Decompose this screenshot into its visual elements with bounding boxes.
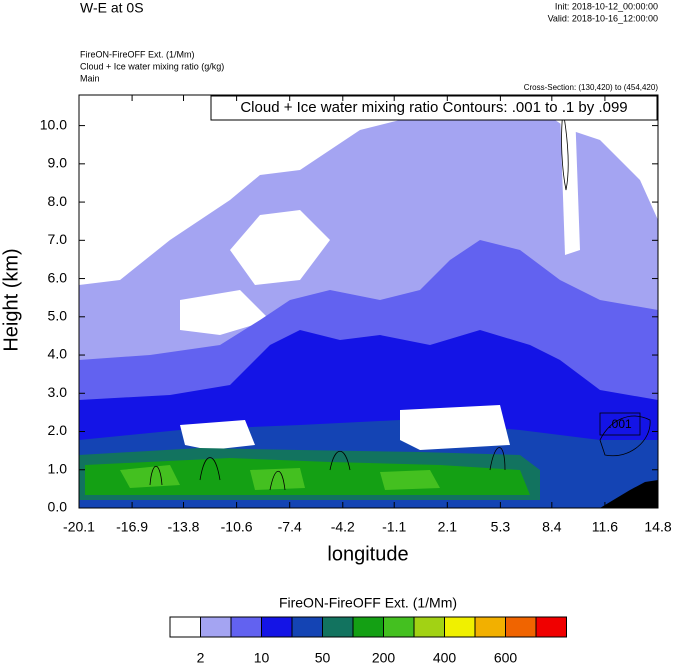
colorbar-label: 600 bbox=[494, 650, 518, 666]
x-tick-label: -7.4 bbox=[278, 519, 302, 535]
colorbar-label: 2 bbox=[197, 650, 205, 666]
colorbar-box bbox=[169, 616, 201, 638]
contour-field-label: Cloud + Ice water mixing ratio (g/kg) bbox=[80, 61, 224, 71]
x-tick-label: -16.9 bbox=[116, 519, 148, 535]
colorbar-box bbox=[261, 616, 293, 638]
x-tick-label: -20.1 bbox=[63, 519, 95, 535]
colorbar-label: 200 bbox=[372, 650, 396, 666]
y-tick-label: 8.0 bbox=[48, 193, 68, 209]
x-tick-label: -13.8 bbox=[168, 519, 200, 535]
x-tick-label: 8.4 bbox=[542, 519, 562, 535]
x-axis-label: longitude bbox=[327, 543, 408, 565]
colorbar-label: 50 bbox=[315, 650, 331, 666]
colorbar-box bbox=[535, 616, 567, 638]
y-tick-label: 0.0 bbox=[48, 499, 68, 515]
y-tick-label: 2.0 bbox=[48, 422, 68, 438]
colorbar-label: 400 bbox=[433, 650, 457, 666]
y-tick-label: 5.0 bbox=[48, 307, 68, 323]
colorbar-title: FireON-FireOFF Ext. (1/Mm) bbox=[279, 595, 457, 611]
colorbar-box bbox=[413, 616, 445, 638]
y-tick-label: 1.0 bbox=[48, 460, 68, 476]
colorbar-box bbox=[474, 616, 506, 638]
contour-line-label: .001 bbox=[608, 417, 632, 431]
y-tick-label: 10.0 bbox=[40, 116, 67, 132]
init-label: Init: 2018-10-12_00:00:00 bbox=[555, 1, 658, 11]
x-tick-label: 14.8 bbox=[644, 519, 671, 535]
x-tick-label: 5.3 bbox=[491, 519, 511, 535]
colorbar-box bbox=[383, 616, 415, 638]
y-tick-label: 6.0 bbox=[48, 269, 68, 285]
domain-label: Main bbox=[80, 73, 100, 83]
info-box bbox=[210, 95, 658, 121]
field-label: FireON-FireOFF Ext. (1/Mm) bbox=[80, 49, 195, 59]
colorbar-box bbox=[230, 616, 262, 638]
colorbar-box bbox=[352, 616, 384, 638]
x-tick-label: -4.2 bbox=[331, 519, 355, 535]
x-tick-label: -10.6 bbox=[221, 519, 253, 535]
colorbar-box bbox=[505, 616, 537, 638]
y-tick-label: 9.0 bbox=[48, 155, 68, 171]
colorbar-label: 10 bbox=[254, 650, 270, 666]
colorbar-box bbox=[291, 616, 323, 638]
x-tick-label: 2.1 bbox=[438, 519, 458, 535]
y-tick-label: 4.0 bbox=[48, 346, 68, 362]
colorbar-box bbox=[322, 616, 354, 638]
field bbox=[79, 95, 658, 508]
valid-label: Valid: 2018-10-16_12:00:00 bbox=[548, 13, 658, 23]
contour-info: Cloud + Ice water mixing ratio Contours:… bbox=[240, 99, 627, 116]
colorbar-box bbox=[200, 616, 232, 638]
colorbar-box bbox=[444, 616, 476, 638]
y-tick-label: 7.0 bbox=[48, 231, 68, 247]
chart-title: W-E at 0S bbox=[80, 0, 144, 16]
y-axis-label: Height (km) bbox=[0, 248, 22, 351]
cross-section-label: Cross-Section: (130,420) to (454,420) bbox=[524, 83, 659, 92]
x-tick-label: 11.6 bbox=[592, 519, 618, 535]
plot-frame bbox=[78, 94, 659, 509]
y-tick-label: 3.0 bbox=[48, 384, 68, 400]
x-tick-label: -1.1 bbox=[382, 519, 406, 535]
